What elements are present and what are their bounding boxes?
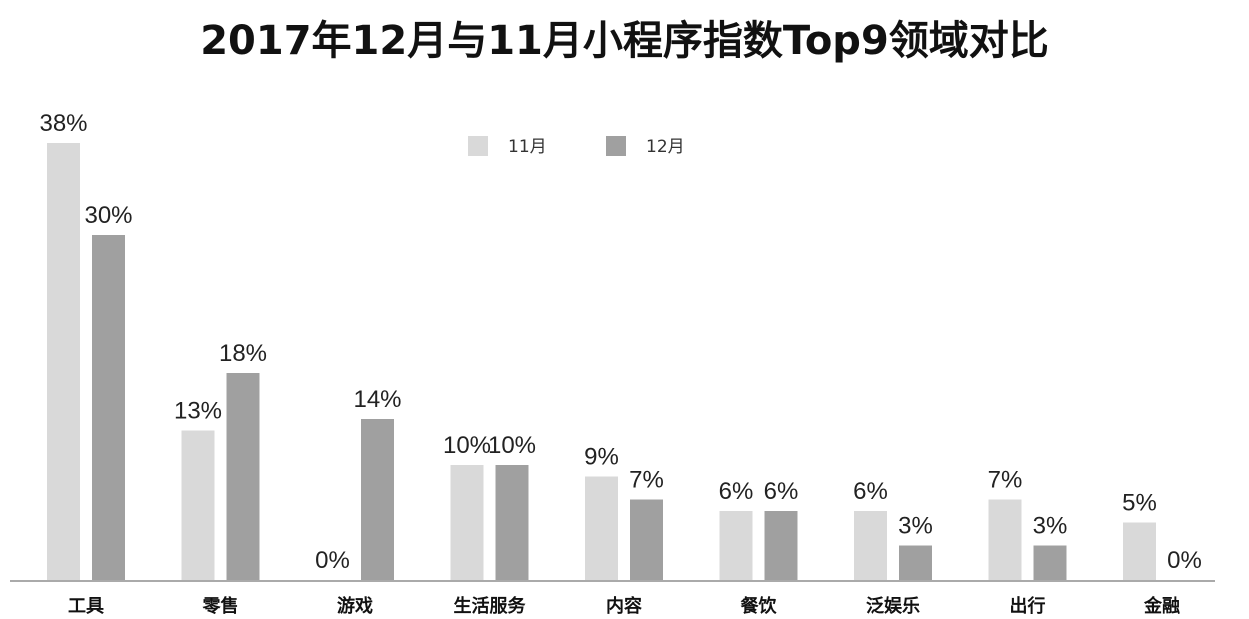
bar-泛娱乐-12月	[899, 545, 932, 580]
bar-游戏-12月	[361, 419, 394, 580]
x-tick-labels-group: 工具 零售 游戏 生活服务 内容 餐饮 泛娱乐 出行 金融	[68, 595, 1180, 617]
value-label: 6%	[719, 478, 754, 505]
value-label: 3%	[898, 513, 933, 540]
legend-swatch-11月	[468, 136, 488, 156]
x-tick-label: 工具	[68, 596, 104, 617]
bar-餐饮-11月	[719, 511, 753, 580]
legend-label-12月: 12月	[646, 137, 685, 157]
bars-group	[47, 143, 1156, 580]
value-label: 6%	[764, 478, 799, 505]
value-label: 18%	[219, 340, 267, 367]
x-tick-label: 游戏	[337, 595, 373, 617]
legend-swatch-12月	[606, 136, 626, 156]
value-label: 10%	[443, 432, 491, 459]
legend-label-11月: 11月	[508, 137, 547, 157]
bar-生活服务-11月	[450, 465, 484, 580]
bar-出行-11月	[988, 499, 1022, 580]
x-tick-label: 零售	[202, 595, 239, 617]
x-tick-label: 内容	[606, 595, 642, 617]
bar-餐饮-12月	[764, 511, 798, 580]
value-label: 30%	[84, 202, 132, 229]
value-label: 10%	[488, 432, 536, 459]
x-tick-label: 金融	[1143, 595, 1180, 617]
value-label: 13%	[174, 398, 222, 425]
x-tick-label: 餐饮	[740, 595, 778, 617]
bar-零售-12月	[226, 373, 260, 580]
value-label: 0%	[1167, 547, 1202, 574]
x-tick-label: 出行	[1010, 595, 1046, 617]
value-label: 38%	[39, 110, 87, 137]
chart-title: 2017年12月与11月小程序指数Top9领域对比	[200, 18, 1049, 64]
value-label: 5%	[1122, 490, 1157, 517]
value-label: 3%	[1033, 513, 1068, 540]
bar-工具-11月	[47, 143, 80, 580]
bar-出行-12月	[1033, 545, 1067, 580]
bar-零售-11月	[181, 430, 215, 580]
value-label: 0%	[315, 547, 350, 574]
bar-金融-11月	[1123, 522, 1156, 580]
bar-内容-12月	[630, 499, 663, 580]
value-label: 6%	[853, 478, 888, 505]
value-label: 14%	[353, 386, 401, 413]
value-label: 9%	[584, 444, 619, 471]
bar-内容-11月	[585, 476, 618, 580]
bar-泛娱乐-11月	[854, 511, 887, 580]
x-tick-label: 泛娱乐	[866, 595, 920, 617]
bar-工具-12月	[92, 235, 125, 580]
value-label: 7%	[629, 467, 664, 494]
legend: 11月 12月	[468, 136, 685, 157]
value-labels-group: 38% 30% 13% 18% 0% 14% 10%10% 9% 7% 6% 6% 6% 3% 7% 3% 5…	[39, 110, 1201, 574]
value-label: 7%	[988, 467, 1023, 494]
x-tick-label: 生活服务	[454, 595, 527, 617]
bar-生活服务-12月	[495, 465, 529, 580]
